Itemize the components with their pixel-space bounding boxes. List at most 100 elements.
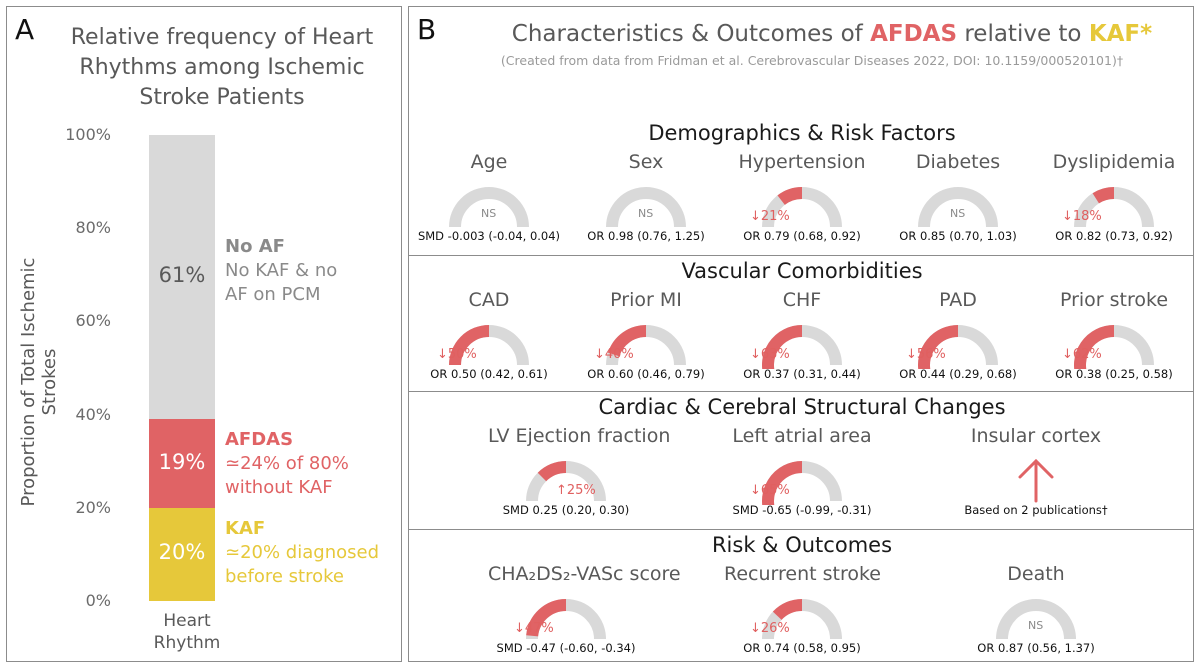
- section-divider: [409, 255, 1193, 256]
- gauge-change-label: ↓62%: [1062, 347, 1102, 362]
- gauge-arc: [762, 325, 842, 369]
- gauge-change-label: NS: [1028, 619, 1044, 632]
- panel-b: B Characteristics & Outcomes of AFDAS re…: [408, 6, 1194, 662]
- gauge-change-label: ↓26%: [750, 621, 790, 636]
- gauge-name: Prior stroke: [1059, 289, 1169, 311]
- annotation-afdas-title: AFDAS: [225, 429, 294, 450]
- y-tick-label: 0%: [85, 591, 111, 610]
- gauge-name: Recurrent stroke: [724, 563, 882, 585]
- section-title: Demographics & Risk Factors: [648, 121, 956, 145]
- gauge-stat: OR 0.37 (0.31, 0.44): [743, 367, 861, 381]
- gauge-track: [606, 187, 686, 228]
- gauge-name: Prior MI: [610, 289, 682, 311]
- gauge-change-label: ↓50%: [437, 347, 477, 362]
- gauge-stat: OR 0.38 (0.25, 0.58): [1055, 367, 1173, 381]
- gauge-fill: [607, 325, 647, 357]
- chart-a-title: Relative frequency of Heart Rhythms amon…: [47, 23, 397, 113]
- gauge-hypertension: Hypertension ↓21% OR 0.79 (0.68, 0.92): [724, 151, 880, 243]
- gauge-stat: OR 0.82 (0.73, 0.92): [1055, 229, 1173, 243]
- gauge-name: Sex: [628, 151, 664, 173]
- gauge-fill: [762, 325, 803, 369]
- bar-data-label: 61%: [158, 263, 206, 288]
- gauge-change-label: ↓65%: [750, 483, 790, 498]
- annotation-kaf-line-1: ≃20% diagnosed: [225, 542, 379, 563]
- gauge-arc: [606, 325, 686, 366]
- gauge-arc: [606, 187, 686, 228]
- chart-b-title: Characteristics & Outcomes of AFDAS rela…: [469, 21, 1195, 47]
- gauge-fill: [772, 599, 803, 621]
- gauge-fill: [918, 325, 959, 369]
- gauge-arc: [449, 187, 529, 228]
- gauge-stat: OR 0.79 (0.68, 0.92): [743, 229, 861, 243]
- gauge-track: [449, 187, 529, 228]
- gauge-lv-ejection-fraction: LV Ejection fraction ↑25% SMD 0.25 (0.20, …: [488, 425, 670, 517]
- gauge-arc: [1074, 325, 1154, 369]
- gauge-name: CAD: [468, 289, 510, 311]
- y-tick-label: 80%: [75, 218, 111, 238]
- annotation-afdas-line-2: without KAF: [225, 477, 333, 498]
- gauge-stat: SMD -0.65 (-0.99, -0.31): [732, 503, 872, 517]
- panel-a: A Relative frequency of Heart Rhythms am…: [6, 6, 402, 662]
- panel-a-letter: A: [15, 13, 35, 46]
- gauge-arc: [449, 325, 529, 366]
- gauge-name: Death: [1007, 563, 1065, 585]
- gauge-prior-mi: Prior MI ↓40% OR 0.60 (0.46, 0.79): [568, 289, 724, 381]
- chart-a-xlabel-line-1: Heart: [163, 611, 211, 631]
- gauge-change-label: ↓40%: [594, 347, 634, 362]
- gauge-fill: [762, 461, 803, 505]
- gauge-stat: Based on 2 publications†: [964, 503, 1108, 517]
- y-tick-label: 40%: [75, 404, 111, 424]
- annotation-afdas-line-1: ≃24% of 80%: [225, 453, 349, 474]
- gauge-insular-cortex: Insular cortex Based on 2 publications†: [958, 425, 1114, 517]
- gauge-stat: SMD -0.003 (-0.04, 0.04): [417, 229, 561, 243]
- gauge-change-label: NS: [638, 207, 654, 220]
- gauge-arc: [996, 599, 1076, 640]
- section-divider: [409, 391, 1193, 392]
- gauge-name: CHF: [782, 289, 822, 311]
- gauge-arc: [526, 599, 606, 640]
- y-tick-label: 100%: [65, 125, 111, 144]
- gauge-name: Insular cortex: [970, 425, 1102, 447]
- up-arrow-icon-path: [1018, 458, 1054, 503]
- gauge-track: [996, 599, 1076, 640]
- gauge-fill: [777, 187, 803, 206]
- annotation-kaf-line-2: before stroke: [225, 566, 344, 587]
- y-tick-label: 60%: [75, 311, 111, 331]
- annotation-no-af-line-2: AF on PCM: [225, 284, 321, 305]
- gauge-fill: [449, 325, 490, 366]
- gauge-stat: OR 0.44 (0.29, 0.68): [899, 367, 1017, 381]
- gauge-fill: [1092, 187, 1115, 204]
- gauge-dyslipidemia: Dyslipidemia ↓18% OR 0.82 (0.73, 0.92): [1036, 151, 1192, 243]
- gauge-stat: OR 0.85 (0.70, 1.03): [899, 229, 1017, 243]
- gauge-arc: [918, 187, 998, 228]
- annotation-kaf-title: KAF: [225, 518, 266, 539]
- gauge-name: Hypertension: [738, 151, 866, 173]
- gauge-cad: CAD ↓50% OR 0.50 (0.42, 0.61): [411, 289, 567, 381]
- gauge-stat: OR 0.74 (0.58, 0.95): [743, 641, 861, 655]
- gauge-change-label: NS: [950, 207, 966, 220]
- gauge-change-label: ↓63%: [750, 347, 790, 362]
- y-tick-label: 20%: [75, 497, 111, 517]
- gauge-fill: [537, 461, 567, 482]
- annotation-no-af-title: No AF: [225, 236, 285, 257]
- section-title: Risk & Outcomes: [711, 533, 893, 557]
- gauge-sex: Sex NS OR 0.98 (0.76, 1.25): [568, 151, 724, 243]
- gauge-stat: OR 0.98 (0.76, 1.25): [587, 229, 705, 243]
- chart-a-xlabel: Heart Rhythm: [137, 610, 237, 654]
- chart-b-subtitle: (Created from data from Fridman et al. C…: [500, 53, 1124, 68]
- gauge-change-label: ↓47%: [514, 621, 554, 636]
- gauge-arc: [1074, 187, 1154, 228]
- chart-a-title-line-2: Rhythms among Ischemic: [79, 55, 365, 80]
- gauge-arc: [762, 187, 842, 228]
- section-title: Cardiac & Cerebral Structural Changes: [598, 395, 1006, 419]
- annotation-afdas: AFDAS ≃24% of 80% without KAF: [225, 428, 349, 500]
- gauge-stat: OR 0.60 (0.46, 0.79): [587, 367, 705, 381]
- chart-b-title-kaf: KAF*: [1088, 21, 1153, 47]
- gauge-stat: OR 0.87 (0.56, 1.37): [977, 641, 1095, 655]
- gauge-change-label: ↓18%: [1062, 209, 1102, 224]
- gauge-fill: [1074, 325, 1115, 369]
- gauge-change-label: ↓56%: [906, 347, 946, 362]
- gauge-recurrent-stroke: Recurrent stroke ↓26% OR 0.74 (0.58, 0.95): [724, 563, 882, 655]
- gauge-name: Dyslipidemia: [1052, 151, 1176, 173]
- gauge-stat: SMD -0.47 (-0.60, -0.34): [496, 641, 636, 655]
